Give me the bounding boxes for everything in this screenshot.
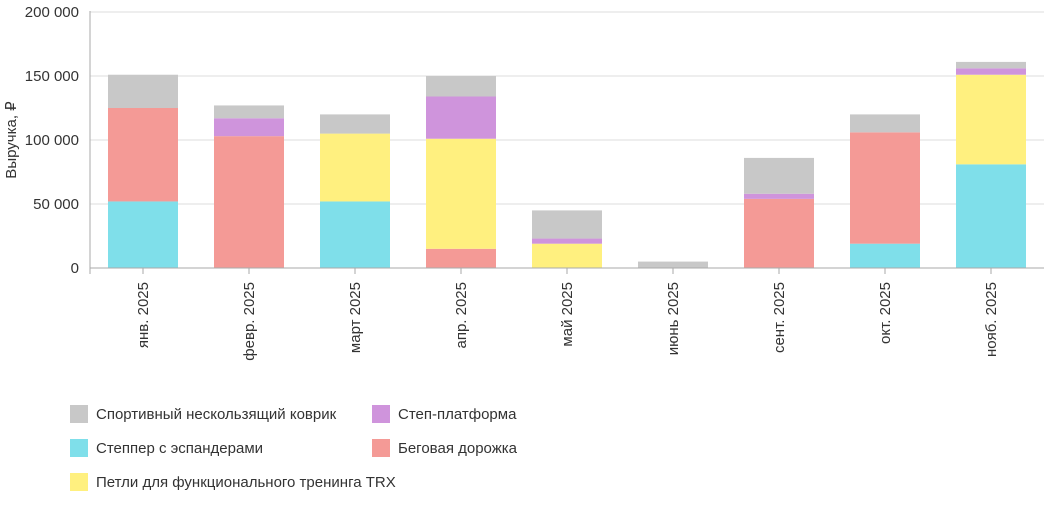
axes: 0 50 000 100 000 150 000 200 000 янв. 2025 фев… xyxy=(25,4,1044,361)
x-tick-label: окт. 2025 xyxy=(877,282,894,344)
bar-segment xyxy=(956,74,1026,165)
y-tick-label: 0 xyxy=(71,260,79,277)
y-tick-label: 50 000 xyxy=(33,196,79,213)
bar-segment xyxy=(532,243,602,268)
bar-segment xyxy=(744,198,814,268)
bar-segment xyxy=(956,164,1026,268)
legend-item[interactable]: Степпер с эспандерами xyxy=(70,439,263,457)
legend-label: Степпер с эспандерами xyxy=(96,439,264,457)
legend-item[interactable]: Петли для функционального тренинга TRX xyxy=(70,473,396,491)
x-tick-label: май 2025 xyxy=(559,282,576,347)
y-tick-label: 200 000 xyxy=(25,4,79,21)
bars xyxy=(108,61,1026,268)
bar-segment xyxy=(426,248,496,268)
x-tick-label: июнь 2025 xyxy=(665,282,682,355)
legend-item[interactable]: Спортивный нескользящий коврик xyxy=(70,405,336,423)
legend-swatch xyxy=(70,439,88,457)
legend-swatch xyxy=(372,405,390,423)
bar-segment xyxy=(214,118,284,137)
legend-item[interactable]: Степ-платформа xyxy=(372,405,516,423)
x-tick-label: нояб. 2025 xyxy=(983,282,1000,357)
legend-swatch xyxy=(372,439,390,457)
bar-segment xyxy=(850,114,920,133)
y-tick-label: 150 000 xyxy=(25,68,79,85)
legend-label: Петли для функционального тренинга TRX xyxy=(96,473,396,491)
bar-segment xyxy=(956,61,1026,69)
bar-segment xyxy=(320,114,390,134)
bar-segment xyxy=(426,138,496,249)
legend-item[interactable]: Беговая дорожка xyxy=(372,439,517,457)
bar-segment xyxy=(850,243,920,268)
bar-segment xyxy=(744,193,814,199)
legend-label: Степ-платформа xyxy=(398,405,517,423)
x-tick-label: апр. 2025 xyxy=(453,282,470,349)
y-axis-title: Выручка, ₽ xyxy=(3,101,20,179)
legend-label: Спортивный нескользящий коврик xyxy=(96,405,337,423)
x-tick-label: янв. 2025 xyxy=(135,282,152,348)
x-tick-label: февр. 2025 xyxy=(241,282,258,361)
bar-segment xyxy=(320,201,390,268)
bar-segment xyxy=(108,201,178,268)
bar-segment xyxy=(214,136,284,268)
bar-segment xyxy=(532,210,602,239)
bar-segment xyxy=(426,76,496,97)
legend-swatch xyxy=(70,473,88,491)
bar-segment xyxy=(956,68,1026,75)
x-tick-label: сент. 2025 xyxy=(771,282,788,353)
y-tick-label: 100 000 xyxy=(25,132,79,149)
bar-segment xyxy=(850,132,920,244)
x-tick-label: март 2025 xyxy=(347,282,364,353)
bar-segment xyxy=(108,108,178,202)
bar-segment xyxy=(744,157,814,194)
bar-segment xyxy=(638,261,708,268)
legend-swatch xyxy=(70,405,88,423)
bar-segment xyxy=(426,96,496,139)
legend-label: Беговая дорожка xyxy=(398,439,517,457)
bar-segment xyxy=(214,105,284,119)
bar-segment xyxy=(108,74,178,108)
bar-segment xyxy=(320,133,390,202)
bar-segment xyxy=(532,238,602,244)
